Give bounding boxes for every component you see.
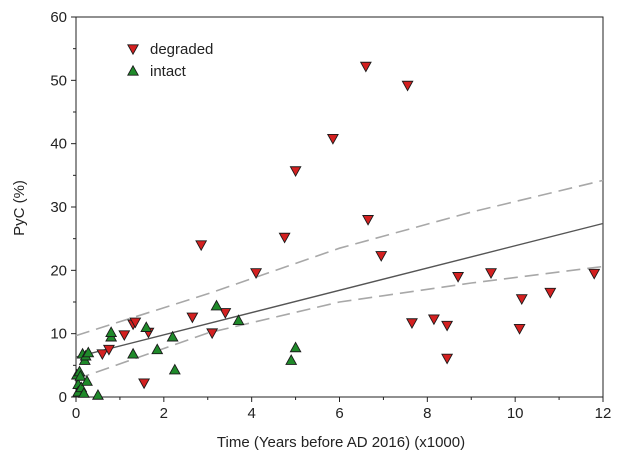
axis-labels: Time (Years before AD 2016) (x1000) PyC …: [11, 180, 465, 451]
degraded-point: [515, 294, 528, 305]
degraded-point: [441, 320, 454, 332]
intact-point: [289, 341, 302, 353]
degraded-point: [401, 80, 414, 92]
intact-point: [210, 299, 223, 311]
series-intact: [70, 299, 302, 400]
degraded-point: [250, 268, 263, 279]
degraded-point: [588, 268, 601, 280]
intact-point: [140, 321, 153, 332]
degraded-point: [485, 268, 497, 279]
degraded-point: [138, 378, 151, 390]
x-tick-label: 0: [72, 405, 80, 422]
degraded-point: [441, 353, 454, 365]
intact-point: [105, 326, 118, 338]
series-degraded: [96, 61, 601, 390]
data-points: [70, 61, 601, 400]
degraded-point: [326, 133, 339, 145]
x-tick-label: 4: [247, 405, 255, 422]
degraded-point: [96, 349, 109, 361]
legend-marker-intact: [127, 64, 139, 76]
degraded-point: [206, 328, 219, 340]
intact-point: [91, 388, 104, 400]
degraded-point: [289, 166, 302, 178]
x-tick-label: 8: [423, 405, 431, 422]
legend-label-intact: intact: [150, 63, 187, 80]
degraded-point: [102, 344, 115, 356]
x-tick-label: 10: [507, 405, 524, 422]
degraded-point: [186, 312, 199, 324]
intact-point: [166, 330, 179, 342]
intact-point: [74, 369, 87, 381]
x-tick-label: 12: [595, 405, 612, 422]
y-tick-label: 60: [50, 9, 67, 26]
y-tick-label: 20: [50, 262, 67, 279]
degraded-point: [195, 240, 208, 252]
legend-label-degraded: degraded: [150, 41, 213, 58]
degraded-point: [359, 61, 372, 73]
degraded-point: [375, 251, 388, 262]
axes: 0 2 4 6 8 10 12 0 10 20 30 40 50 60: [50, 9, 611, 422]
y-tick-label: 40: [50, 136, 67, 153]
x-axis-label: Time (Years before AD 2016) (x1000): [217, 434, 465, 451]
upper-confidence-line: [75, 179, 604, 337]
y-tick-label: 10: [50, 326, 67, 343]
intact-point: [232, 314, 245, 325]
x-tick-label: 6: [335, 405, 343, 422]
intact-point: [77, 387, 90, 398]
legend: degraded intact: [127, 41, 213, 80]
intact-point: [168, 363, 181, 375]
degraded-point: [362, 215, 375, 226]
regression-line: [75, 222, 604, 358]
degraded-point: [513, 323, 526, 335]
regression-fit: [75, 179, 604, 381]
intact-point: [81, 375, 93, 386]
intact-point: [285, 354, 298, 365]
intact-point: [151, 343, 164, 355]
y-tick-label: 0: [59, 389, 67, 406]
y-tick-label: 50: [50, 72, 67, 89]
degraded-point: [405, 318, 418, 330]
degraded-point: [544, 287, 557, 299]
degraded-point: [452, 272, 465, 283]
degraded-point: [129, 317, 142, 329]
lower-confidence-line: [75, 265, 604, 381]
legend-marker-degraded: [127, 44, 139, 56]
y-axis-label: PyC (%): [11, 180, 28, 236]
intact-point: [127, 347, 140, 359]
degraded-point: [427, 314, 440, 326]
degraded-point: [278, 232, 291, 244]
y-tick-label: 30: [50, 199, 67, 216]
degraded-point: [118, 330, 131, 342]
x-tick-label: 2: [160, 405, 168, 422]
intact-point: [82, 346, 95, 358]
degraded-point: [219, 308, 232, 319]
